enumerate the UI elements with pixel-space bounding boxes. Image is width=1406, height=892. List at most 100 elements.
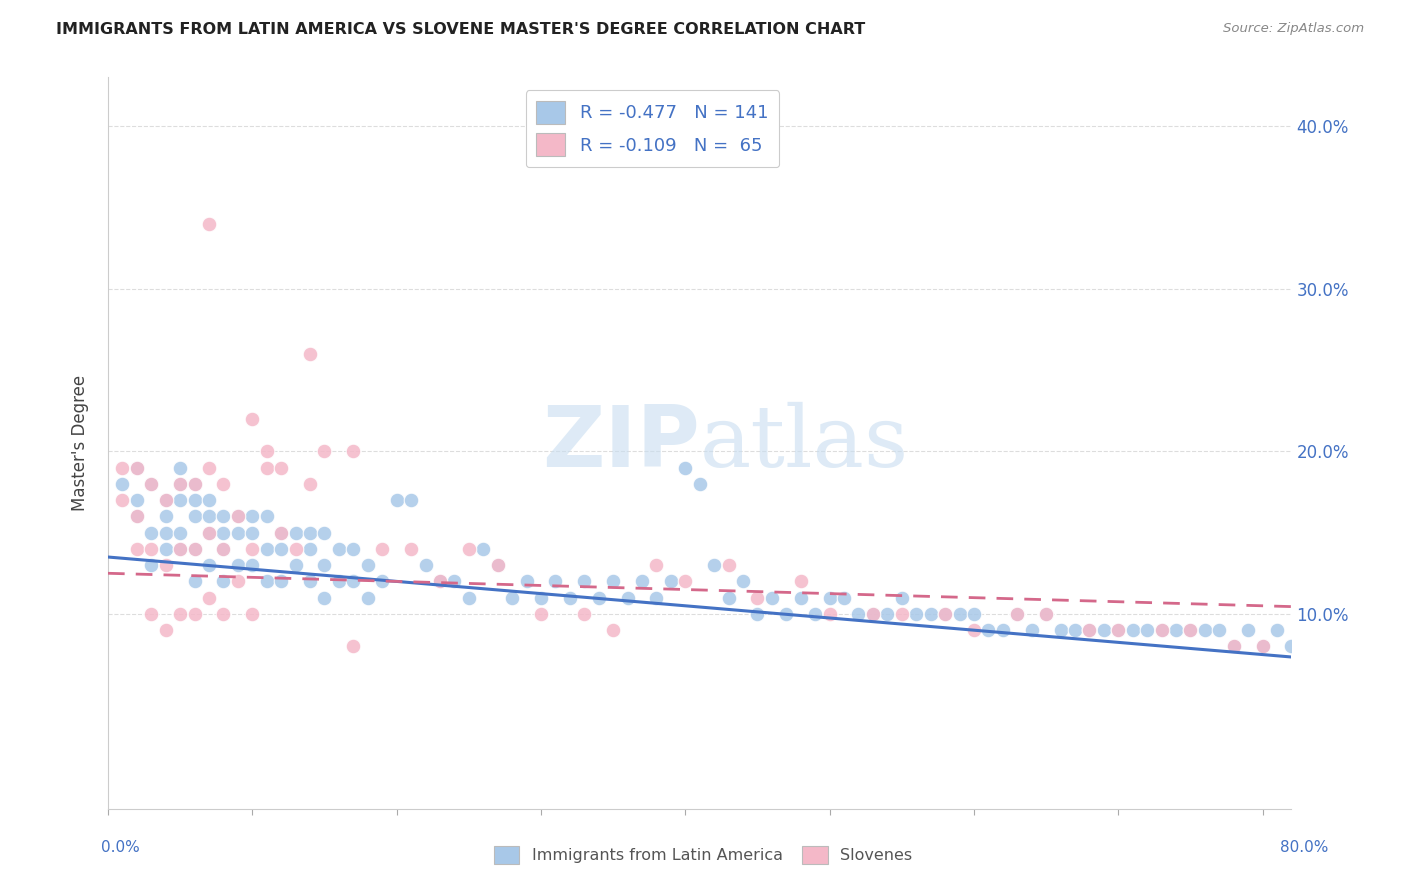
- Point: [443, 574, 465, 589]
- Point: [357, 591, 380, 605]
- Point: [371, 574, 394, 589]
- Point: [141, 476, 163, 491]
- Point: [1005, 607, 1028, 621]
- Point: [212, 607, 235, 621]
- Legend: R = -0.477   N = 141, R = -0.109   N =  65: R = -0.477 N = 141, R = -0.109 N = 65: [526, 90, 779, 167]
- Point: [155, 493, 177, 508]
- Point: [934, 607, 956, 621]
- Point: [342, 640, 364, 654]
- Point: [1035, 607, 1057, 621]
- Point: [1339, 640, 1361, 654]
- Point: [1251, 640, 1274, 654]
- Point: [415, 558, 437, 573]
- Point: [920, 607, 942, 621]
- Point: [183, 476, 205, 491]
- Text: atlas: atlas: [700, 401, 908, 485]
- Point: [472, 541, 495, 556]
- Text: ZIP: ZIP: [541, 401, 700, 484]
- Point: [141, 476, 163, 491]
- Point: [1150, 623, 1173, 637]
- Point: [963, 623, 986, 637]
- Point: [848, 607, 870, 621]
- Point: [1122, 623, 1144, 637]
- Point: [299, 347, 322, 361]
- Point: [240, 412, 263, 426]
- Point: [240, 558, 263, 573]
- Point: [731, 574, 754, 589]
- Point: [385, 493, 408, 508]
- Point: [1164, 623, 1187, 637]
- Point: [141, 525, 163, 540]
- Point: [890, 607, 912, 621]
- Point: [991, 623, 1014, 637]
- Point: [790, 591, 813, 605]
- Point: [1078, 623, 1101, 637]
- Point: [775, 607, 797, 621]
- Point: [169, 541, 191, 556]
- Point: [1323, 623, 1346, 637]
- Point: [226, 509, 249, 524]
- Point: [169, 607, 191, 621]
- Point: [1064, 623, 1087, 637]
- Point: [486, 558, 509, 573]
- Point: [399, 493, 422, 508]
- Point: [256, 541, 278, 556]
- Text: 0.0%: 0.0%: [101, 840, 141, 855]
- Point: [212, 509, 235, 524]
- Point: [198, 493, 221, 508]
- Point: [284, 558, 307, 573]
- Point: [530, 607, 553, 621]
- Point: [125, 493, 148, 508]
- Point: [963, 607, 986, 621]
- Point: [212, 574, 235, 589]
- Point: [761, 591, 783, 605]
- Point: [645, 591, 668, 605]
- Point: [198, 509, 221, 524]
- Point: [1251, 640, 1274, 654]
- Point: [1107, 623, 1129, 637]
- Point: [342, 574, 364, 589]
- Point: [125, 460, 148, 475]
- Point: [1107, 623, 1129, 637]
- Point: [198, 217, 221, 231]
- Point: [1078, 623, 1101, 637]
- Point: [240, 525, 263, 540]
- Point: [256, 460, 278, 475]
- Point: [256, 574, 278, 589]
- Point: [1265, 623, 1288, 637]
- Point: [1396, 640, 1406, 654]
- Point: [226, 509, 249, 524]
- Point: [1021, 623, 1043, 637]
- Point: [240, 541, 263, 556]
- Point: [399, 541, 422, 556]
- Point: [1150, 623, 1173, 637]
- Point: [240, 509, 263, 524]
- Point: [747, 591, 769, 605]
- Point: [125, 460, 148, 475]
- Point: [111, 476, 134, 491]
- Point: [371, 541, 394, 556]
- Point: [111, 460, 134, 475]
- Point: [169, 460, 191, 475]
- Point: [155, 558, 177, 573]
- Point: [155, 509, 177, 524]
- Point: [357, 558, 380, 573]
- Point: [574, 607, 596, 621]
- Point: [1136, 623, 1159, 637]
- Point: [659, 574, 682, 589]
- Point: [299, 525, 322, 540]
- Point: [125, 509, 148, 524]
- Point: [747, 607, 769, 621]
- Point: [169, 476, 191, 491]
- Point: [1237, 623, 1260, 637]
- Point: [977, 623, 1000, 637]
- Point: [515, 574, 537, 589]
- Point: [226, 558, 249, 573]
- Point: [183, 541, 205, 556]
- Point: [890, 591, 912, 605]
- Point: [1194, 623, 1216, 637]
- Point: [183, 476, 205, 491]
- Point: [328, 541, 350, 556]
- Point: [948, 607, 970, 621]
- Point: [240, 607, 263, 621]
